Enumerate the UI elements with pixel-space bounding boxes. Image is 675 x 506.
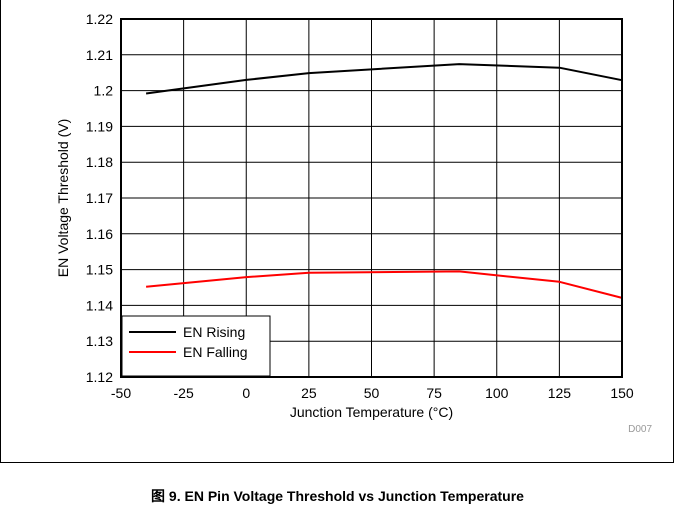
y-tick-label: 1.14 (86, 297, 113, 313)
x-tick-label: -25 (174, 385, 194, 401)
legend-box (121, 315, 271, 377)
legend: EN Rising EN Falling (121, 315, 271, 377)
x-tick-label: 25 (301, 385, 317, 401)
y-tick-label: 1.16 (86, 226, 113, 242)
x-tick-label: 50 (364, 385, 380, 401)
series-line-en-rising (145, 63, 623, 95)
figure-code: D007 (628, 424, 652, 435)
y-tick-label: 1.22 (86, 11, 113, 27)
x-tick-label: 75 (426, 385, 442, 401)
y-tick-labels: 1.22 1.21 1.2 1.19 1.18 1.17 1.16 1.15 1.14 1.13 1… (86, 11, 113, 385)
x-tick-labels: -50 -25 0 25 50 75 100 125 150 (111, 385, 634, 401)
x-tick-label: 125 (548, 385, 572, 401)
x-tick-label: -50 (111, 385, 131, 401)
y-tick-label: 1.21 (86, 47, 113, 63)
plot-border (120, 18, 623, 378)
series-line-en-falling (146, 270, 623, 299)
legend-label-en-rising: EN Rising (183, 324, 245, 340)
figure-caption: 图 9. EN Pin Voltage Threshold vs Junctio… (151, 488, 524, 504)
series-layer (145, 63, 623, 299)
y-tick-label: 1.17 (86, 190, 113, 206)
x-tick-label: 100 (485, 385, 509, 401)
y-tick-label: 1.2 (94, 83, 114, 99)
y-tick-label: 1.18 (86, 154, 113, 170)
y-tick-label: 1.12 (86, 369, 113, 385)
y-tick-label: 1.15 (86, 262, 113, 278)
x-tick-label: 150 (610, 385, 634, 401)
y-axis-label: EN Voltage Threshold (V) (55, 119, 71, 278)
x-tick-label: 0 (242, 385, 250, 401)
y-tick-label: 1.19 (86, 118, 113, 134)
figure-frame (0, 0, 674, 463)
legend-label-en-falling: EN Falling (183, 344, 248, 360)
y-tick-label: 1.13 (86, 333, 113, 349)
line-chart: -50 -25 0 25 50 75 100 125 150 1.221.211.21.191.… (55, 11, 652, 435)
x-axis-label: Junction Temperature (°C) (290, 404, 453, 420)
